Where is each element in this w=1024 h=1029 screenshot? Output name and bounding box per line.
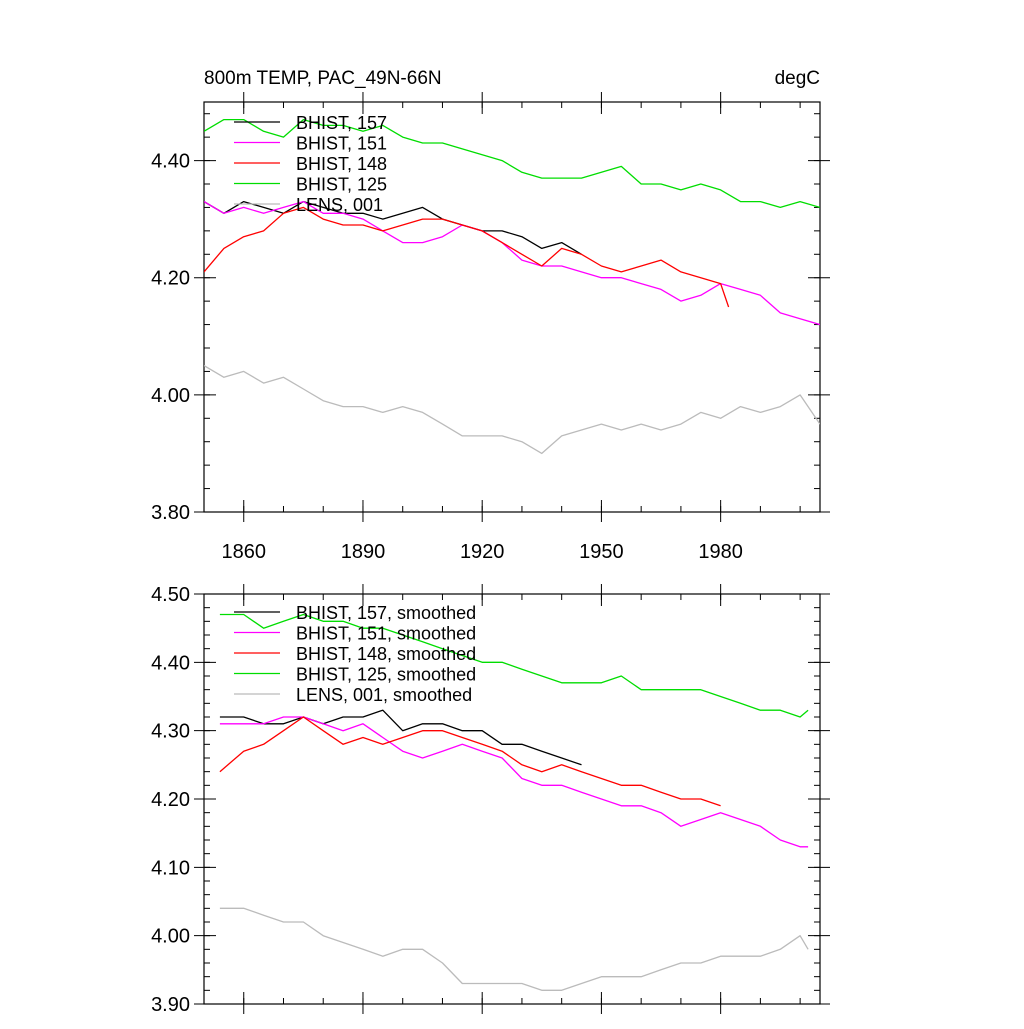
chart-title: 800m TEMP, PAC_49N-66N xyxy=(204,68,442,89)
series-line xyxy=(204,118,820,209)
legend-entry: LENS, 001, smoothed xyxy=(296,685,472,705)
x-tick-label: 1920 xyxy=(460,541,505,563)
series-line xyxy=(204,200,820,326)
legend-entry: BHIST, 157 xyxy=(296,113,387,133)
y-tick-label: 4.30 xyxy=(151,721,190,743)
units-label: degC xyxy=(775,68,820,89)
bottom-panel: 3.90 4.00 4.10 4.20 4.30 4.40 4.50 BHIST, 157, … xyxy=(151,584,830,1016)
y-tick-label: 4.20 xyxy=(151,789,190,811)
series-line xyxy=(219,716,721,807)
x-tick-label: 1860 xyxy=(221,541,266,563)
y-tick-label: 4.00 xyxy=(151,385,190,407)
y-tick-label: 4.20 xyxy=(151,268,190,290)
y-tick-label: 3.80 xyxy=(151,502,190,524)
top-panel: 1860 1890 1920 1950 1980 3.80 4.00 4.20 4.40 BHIS… xyxy=(151,68,830,563)
series-group xyxy=(204,118,820,455)
legend-entry: BHIST, 125 xyxy=(296,175,387,195)
series-line xyxy=(204,365,820,455)
y-tick-label: 4.00 xyxy=(151,926,190,948)
series-line xyxy=(219,716,809,848)
legend-entry: BHIST, 151, smoothed xyxy=(296,624,476,644)
legend-entry: LENS, 001 xyxy=(296,195,383,215)
legend-entry: BHIST, 125, smoothed xyxy=(296,665,476,685)
x-tick-label: 1950 xyxy=(579,541,624,563)
y-tick-label: 4.50 xyxy=(151,584,190,606)
plot-frame xyxy=(203,101,821,513)
series-line xyxy=(204,200,582,255)
series-group xyxy=(219,613,809,991)
series-line xyxy=(219,709,582,766)
series-line xyxy=(219,907,809,991)
y-tick-label: 4.40 xyxy=(151,652,190,674)
y-tick-label: 4.10 xyxy=(151,857,190,879)
series-line xyxy=(204,206,730,308)
legend-entry: BHIST, 148 xyxy=(296,154,387,174)
y-tick-label: 3.90 xyxy=(151,994,190,1016)
x-tick-label: 1980 xyxy=(698,541,743,563)
legend-entry: BHIST, 157, smoothed xyxy=(296,603,476,623)
legend-entry: BHIST, 148, smoothed xyxy=(296,644,476,664)
x-tick-label: 1890 xyxy=(341,541,386,563)
series-line xyxy=(219,613,809,718)
legend-entry: BHIST, 151 xyxy=(296,134,387,154)
y-tick-label: 4.40 xyxy=(151,151,190,173)
